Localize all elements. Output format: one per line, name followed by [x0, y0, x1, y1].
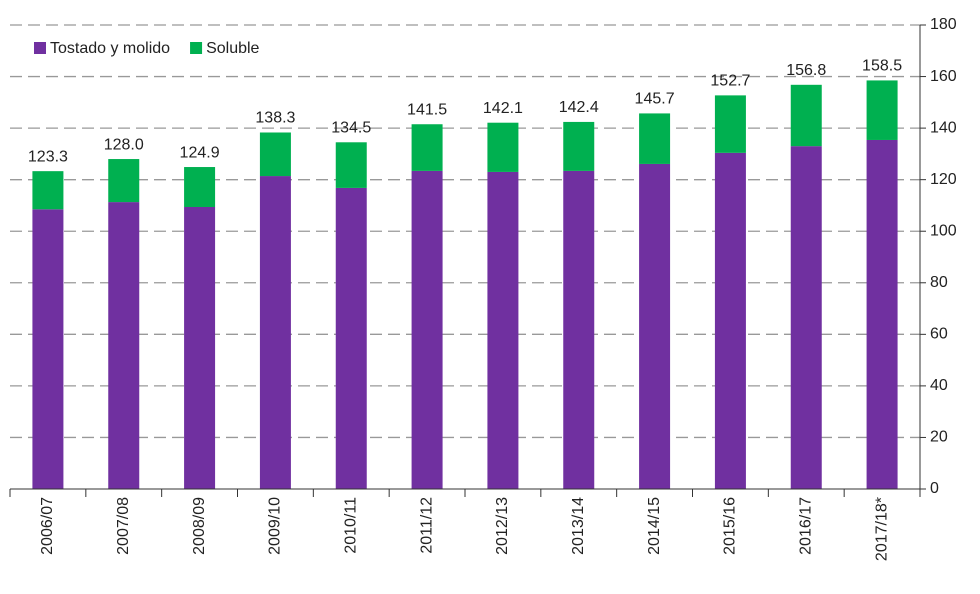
total-label: 142.4	[559, 99, 599, 116]
x-tick-label: 2015/16	[722, 497, 739, 555]
x-tick-label: 2017/18*	[873, 497, 890, 561]
bar-segment	[563, 170, 595, 489]
bar-segment	[108, 159, 140, 203]
legend-swatch	[34, 42, 46, 54]
bar-segment	[32, 209, 64, 490]
y-tick-label: 140	[930, 119, 957, 136]
total-label: 145.7	[635, 91, 675, 108]
x-tick-label: 2012/13	[494, 497, 511, 555]
total-label: 142.1	[483, 100, 523, 117]
total-label: 134.5	[331, 120, 371, 137]
legend-label: Tostado y molido	[50, 40, 170, 57]
total-label: 158.5	[862, 58, 902, 75]
bar-segment	[335, 142, 367, 188]
total-label: 141.5	[407, 101, 447, 118]
total-label: 128.0	[104, 136, 144, 153]
y-tick-label: 20	[930, 429, 948, 446]
bar-segment	[866, 80, 898, 140]
legend-label: Soluble	[206, 40, 259, 57]
legend-swatch	[190, 42, 203, 54]
y-tick-label: 60	[930, 326, 948, 343]
x-tick-label: 2008/09	[191, 497, 208, 555]
total-label: 152.7	[710, 73, 750, 90]
bar-segment	[487, 122, 519, 172]
y-tick-label: 180	[930, 16, 957, 33]
x-tick-label: 2009/10	[267, 497, 284, 555]
total-label: 156.8	[786, 62, 826, 79]
x-tick-label: 2011/12	[418, 497, 435, 554]
bar-segment	[790, 146, 822, 489]
x-tick-label: 2014/15	[646, 497, 663, 555]
y-tick-label: 80	[930, 274, 948, 291]
y-tick-label: 100	[930, 222, 957, 239]
x-tick-label: 2010/11	[342, 497, 359, 554]
bar-segment	[108, 202, 140, 490]
bar-segment	[184, 167, 216, 207]
y-tick-label: 120	[930, 171, 957, 188]
bar-segment	[714, 152, 746, 489]
bar-segment	[866, 139, 898, 490]
bar-segment	[487, 171, 519, 489]
bar-segment	[184, 206, 216, 490]
bar-segment	[259, 176, 291, 489]
bar-segment	[32, 171, 64, 210]
x-tick-label: 2016/17	[797, 497, 814, 555]
bar-segment	[790, 84, 822, 147]
bar-segment	[411, 170, 443, 489]
bar-segment	[639, 163, 671, 490]
x-tick-label: 2013/14	[570, 497, 587, 555]
y-tick-label: 0	[930, 480, 939, 497]
bar-segment	[639, 113, 671, 164]
y-tick-label: 40	[930, 377, 948, 394]
y-tick-label: 160	[930, 68, 957, 85]
x-tick-label: 2007/08	[115, 497, 132, 555]
bar-segment	[259, 132, 291, 177]
total-label: 124.9	[180, 144, 220, 161]
bar-segment	[714, 95, 746, 153]
total-label: 123.3	[28, 148, 68, 165]
bar-segment	[335, 187, 367, 489]
bar-segment	[563, 121, 595, 171]
bar-segment	[411, 124, 443, 171]
total-label: 138.3	[255, 110, 295, 127]
x-tick-label: 2006/07	[39, 497, 56, 555]
